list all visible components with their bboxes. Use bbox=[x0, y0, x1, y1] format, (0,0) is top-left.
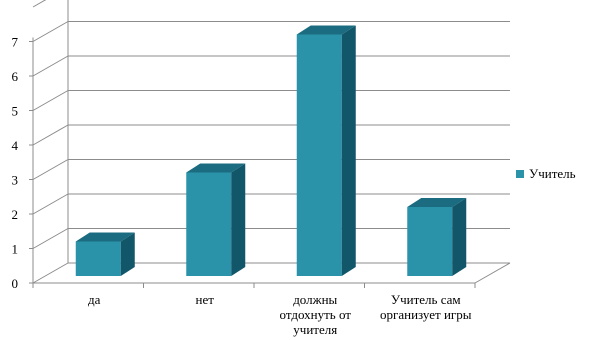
y-tick-label: 6 bbox=[12, 69, 19, 84]
floor-edge bbox=[474, 262, 511, 284]
y-tick-label: 5 bbox=[12, 104, 19, 119]
x-category-label-line: отдохнуть от bbox=[280, 307, 352, 322]
gridline-diagonal bbox=[32, 90, 69, 111]
bar bbox=[75, 232, 135, 276]
x-category-label: нет bbox=[196, 292, 215, 307]
y-tick-label: 1 bbox=[12, 242, 19, 257]
bar bbox=[296, 25, 356, 276]
x-category-label-line: должны bbox=[293, 292, 337, 307]
gridline-diagonal bbox=[32, 228, 69, 249]
bar bbox=[186, 163, 246, 276]
axis-labels: 0 1 2 3 4 5 6 7 да нет должны отдохнуть от учителя Уч… bbox=[12, 35, 472, 338]
gridline-diagonal bbox=[32, 0, 47, 8]
bar-side bbox=[341, 25, 356, 276]
bar-top bbox=[407, 198, 467, 207]
bar-top bbox=[186, 163, 246, 173]
bar-front bbox=[407, 207, 453, 276]
gridline-diagonal bbox=[32, 21, 69, 42]
x-category-label-line: учителя bbox=[293, 322, 337, 337]
y-tick-label: 4 bbox=[12, 138, 19, 153]
bar-top bbox=[296, 25, 356, 35]
x-category-label-line: нет bbox=[196, 292, 215, 307]
y-tick-label: 7 bbox=[12, 35, 19, 50]
bar-front bbox=[75, 241, 121, 276]
x-category-label-line: да bbox=[88, 292, 101, 307]
bars bbox=[75, 25, 467, 276]
bar-front bbox=[296, 34, 342, 276]
gridline-diagonal bbox=[32, 55, 69, 77]
bar-top bbox=[75, 232, 135, 242]
y-tick-label: 2 bbox=[12, 207, 19, 222]
bar-front bbox=[186, 172, 232, 276]
gridline-diagonal bbox=[32, 124, 69, 146]
bar bbox=[407, 198, 467, 276]
bar-side bbox=[120, 232, 135, 276]
x-category-label: должны отдохнуть от учителя bbox=[280, 292, 352, 337]
y-tick-label: 3 bbox=[12, 173, 19, 188]
legend-swatch bbox=[516, 170, 524, 178]
x-category-label: да bbox=[88, 292, 101, 307]
axes bbox=[29, 37, 511, 288]
gridline-diagonal bbox=[32, 159, 69, 180]
gridline-diagonal bbox=[32, 193, 69, 215]
x-category-label-line: организует игры bbox=[380, 307, 472, 322]
bar-side bbox=[231, 163, 246, 276]
gridlines bbox=[32, 0, 510, 284]
y-tick-label: 0 bbox=[12, 276, 19, 291]
legend-label: Учитель bbox=[529, 166, 576, 181]
x-category-label-line: Учитель сам bbox=[391, 292, 461, 307]
gridline-diagonal bbox=[32, 262, 69, 284]
x-category-label: Учитель сам организует игры bbox=[380, 292, 472, 322]
legend: Учитель bbox=[516, 166, 576, 182]
bar-side bbox=[452, 198, 467, 276]
